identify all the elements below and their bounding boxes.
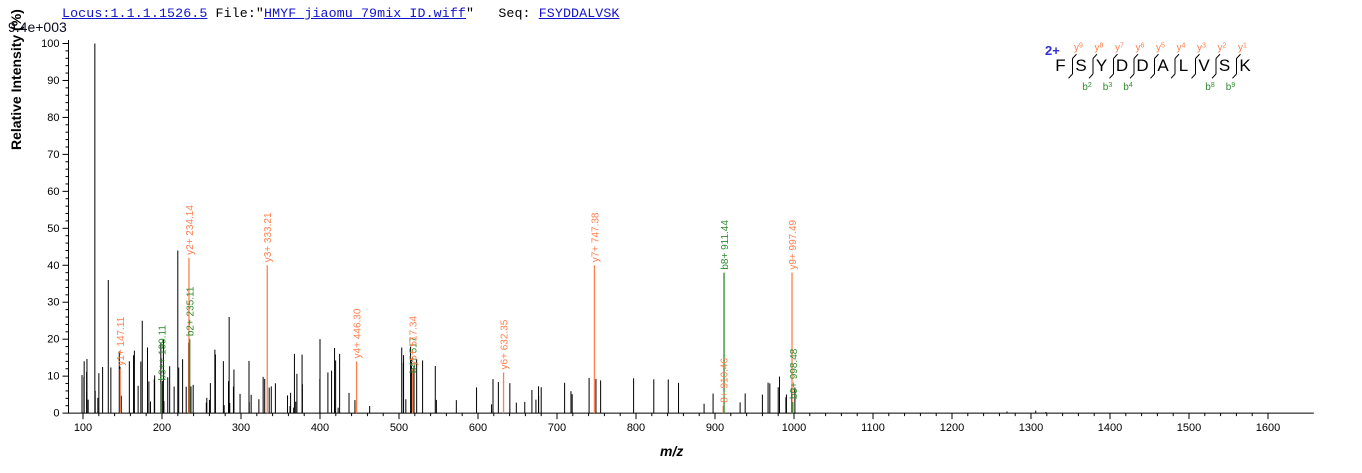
svg-text:y6: y6: [1136, 42, 1145, 54]
svg-text:F: F: [1055, 56, 1065, 75]
svg-text:b2: b2: [1082, 82, 1092, 94]
svg-text:b4: b4: [1123, 82, 1133, 94]
svg-text:S: S: [1219, 56, 1230, 75]
svg-text:D: D: [1136, 56, 1148, 75]
svg-text:S: S: [1075, 56, 1086, 75]
svg-text:L: L: [1179, 56, 1188, 75]
svg-text:D: D: [1116, 56, 1128, 75]
svg-text:y7: y7: [1115, 42, 1124, 54]
svg-text:K: K: [1239, 56, 1251, 75]
svg-text:Y: Y: [1096, 56, 1107, 75]
svg-text:y8: y8: [1095, 42, 1104, 54]
svg-text:b8: b8: [1205, 82, 1215, 94]
svg-text:y9: y9: [1074, 42, 1083, 54]
svg-text:y5: y5: [1156, 42, 1165, 54]
svg-text:V: V: [1198, 56, 1210, 75]
svg-text:A: A: [1157, 56, 1169, 75]
svg-text:b9: b9: [1226, 82, 1236, 94]
svg-text:y2: y2: [1218, 42, 1227, 54]
svg-text:y3: y3: [1197, 42, 1206, 54]
svg-text:b3: b3: [1103, 82, 1113, 94]
svg-text:y4: y4: [1177, 42, 1186, 54]
svg-text:y1: y1: [1238, 42, 1247, 54]
